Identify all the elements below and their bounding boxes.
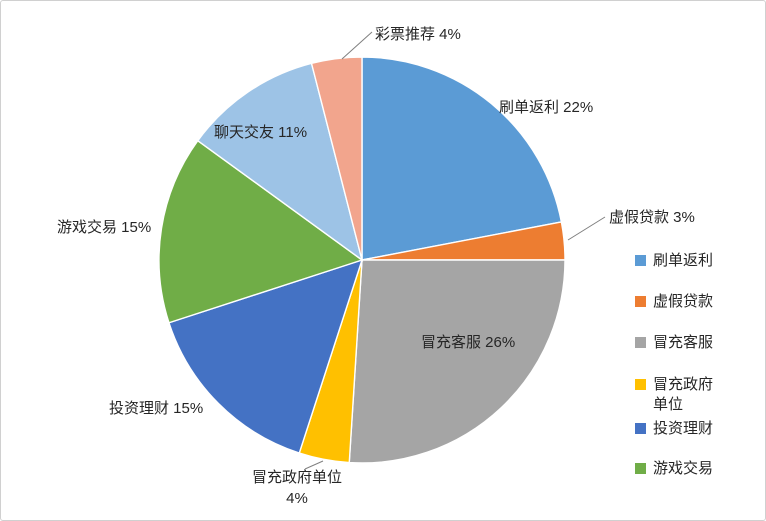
pie-slice-liaotian-jiaoyou[interactable] — [196, 62, 364, 262]
leader-line-xujia — [567, 216, 606, 241]
legend-label[interactable]: 冒充政府单位 — [653, 376, 714, 413]
legend-label[interactable]: 投资理财 — [653, 420, 714, 437]
pie-slice-youxi-jiaoyi[interactable] — [158, 139, 364, 324]
data-label-youxi-jiaoyi: 游戏交易 15% — [57, 219, 152, 236]
data-label-maochong-kefu: 冒充客服 26% — [421, 334, 516, 351]
pie-slice-maochong-kefu[interactable] — [348, 259, 566, 464]
legend-item-maochong-kefu[interactable]: 冒充客服 — [635, 333, 713, 353]
data-label-shuadan-fanli: 刷单返利 22% — [499, 99, 594, 116]
legend-swatch-youxi-jiaoyi — [635, 463, 646, 474]
legend-item-touzi-licai[interactable]: 投资理财 — [635, 419, 713, 439]
legend-swatch-touzi-licai — [635, 423, 646, 434]
data-label-touzi-licai: 投资理财 15% — [109, 400, 204, 417]
legend-item-shuadan-fanli[interactable]: 刷单返利 — [635, 251, 713, 271]
leader-lines — [304, 31, 606, 470]
data-label-zhengfu-line2: 4% — [286, 490, 308, 507]
legend-item-youxi-jiaoyi[interactable]: 游戏交易 — [635, 459, 713, 479]
legend-label[interactable]: 游戏交易 — [653, 460, 714, 477]
pie-slice-caipiao-tuijian[interactable] — [310, 56, 363, 261]
pie-slices — [158, 56, 566, 464]
data-label-maochong-zhengfu-danwei: 冒充政府单位 4% — [227, 467, 367, 509]
pie-slice-shuadan-fanli[interactable] — [361, 56, 563, 261]
leader-line-caipiao — [341, 31, 373, 60]
legend-swatch-maochong-zhengfu-danwei — [635, 379, 646, 390]
leader-line-zhengfu — [304, 460, 324, 470]
data-label-xujia-daikuan: 虚假贷款 3% — [609, 209, 695, 226]
legend-item-xujia-daikuan[interactable]: 虚假贷款 — [635, 292, 713, 312]
data-label-caipiao-tuijian: 彩票推荐 4% — [375, 26, 461, 43]
pie-slice-touzi-licai[interactable] — [168, 258, 364, 454]
data-label-zhengfu-line1: 冒充政府单位 — [251, 469, 342, 486]
legend-label[interactable]: 冒充客服 — [653, 334, 714, 351]
legend-label[interactable]: 刷单返利 — [653, 252, 714, 269]
legend-label[interactable]: 虚假贷款 — [653, 293, 714, 310]
legend-swatch-maochong-kefu — [635, 337, 646, 348]
legend-swatch-xujia-daikuan — [635, 296, 646, 307]
legend-item-maochong-zhengfu-danwei[interactable]: 冒充政府单位 — [635, 375, 717, 415]
data-label-liaotian-jiaoyou: 聊天交友 11% — [214, 124, 308, 141]
legend-swatch-shuadan-fanli — [635, 255, 646, 266]
